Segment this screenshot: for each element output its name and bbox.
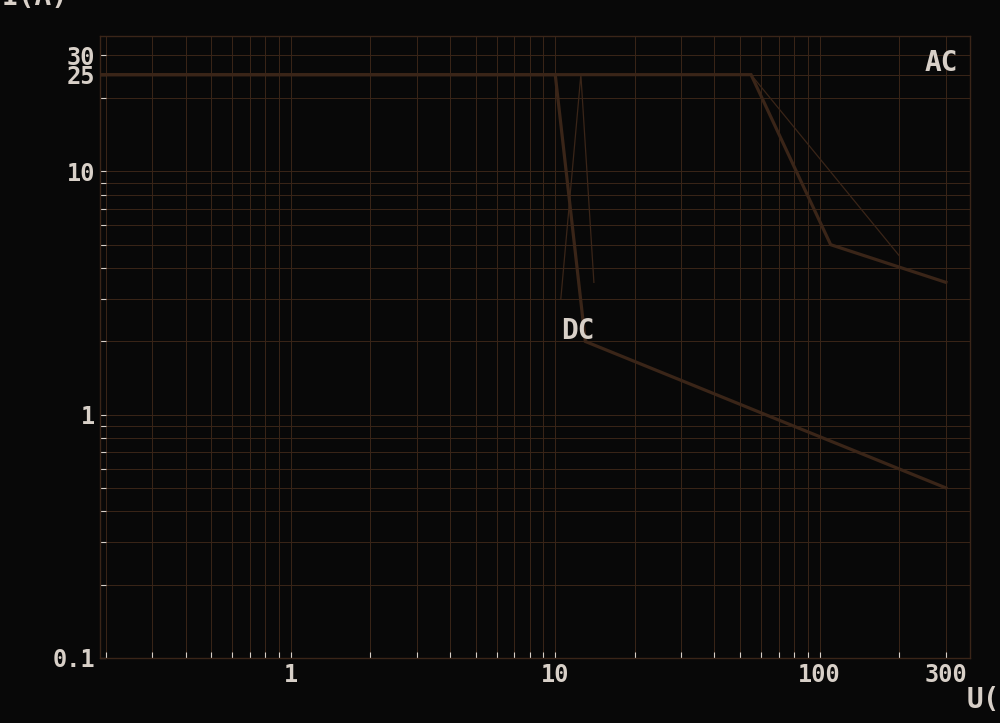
Text: DC: DC <box>561 317 594 346</box>
Y-axis label: I(A): I(A) <box>1 0 68 12</box>
Text: AC: AC <box>925 48 958 77</box>
X-axis label: U(V): U(V) <box>967 686 1000 714</box>
